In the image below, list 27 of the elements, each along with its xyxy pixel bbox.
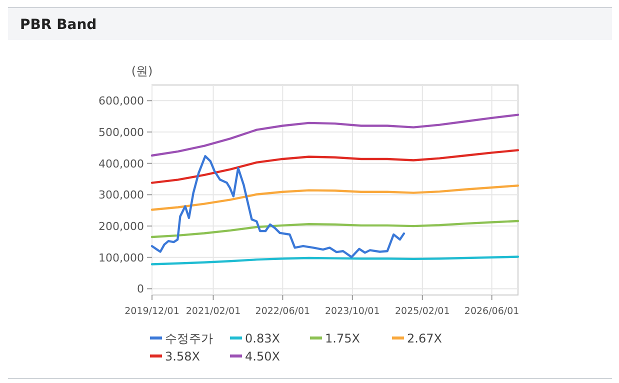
y-tick-label: 400,000	[98, 157, 144, 170]
x-tick-label: 2019/12/01	[124, 306, 180, 317]
legend-label: 2.67X	[407, 332, 442, 346]
y-tick-label: 100,000	[98, 251, 144, 264]
y-tick-label: 500,000	[98, 126, 144, 140]
y-tick-label: 200,000	[98, 220, 144, 234]
legend-label: 4.50X	[245, 350, 280, 364]
y-tick-label: 300,000	[98, 188, 144, 202]
line-series	[150, 114, 520, 157]
line-series	[150, 149, 520, 184]
y-tick-label: 600,000	[98, 94, 144, 108]
legend-label: 수정주가	[165, 332, 213, 346]
line-series	[150, 155, 406, 258]
x-tick-label: 2022/06/01	[255, 306, 310, 317]
x-tick-label: 2023/10/01	[325, 306, 380, 317]
x-tick-label: 2026/06/01	[464, 306, 520, 317]
x-tick-label: 2025/02/01	[395, 306, 450, 317]
line-series	[150, 220, 520, 238]
legend-label: 3.58X	[165, 350, 200, 364]
line-series	[150, 256, 520, 266]
y-axis-title: (원)	[131, 64, 153, 78]
legend-label: 0.83X	[245, 332, 280, 346]
y-tick-label: 0	[137, 282, 144, 296]
legend-label: 1.75X	[325, 332, 360, 346]
line-series	[150, 184, 520, 211]
chart-title: PBR Band	[20, 17, 97, 33]
x-tick-label: 2021/02/01	[186, 306, 241, 317]
